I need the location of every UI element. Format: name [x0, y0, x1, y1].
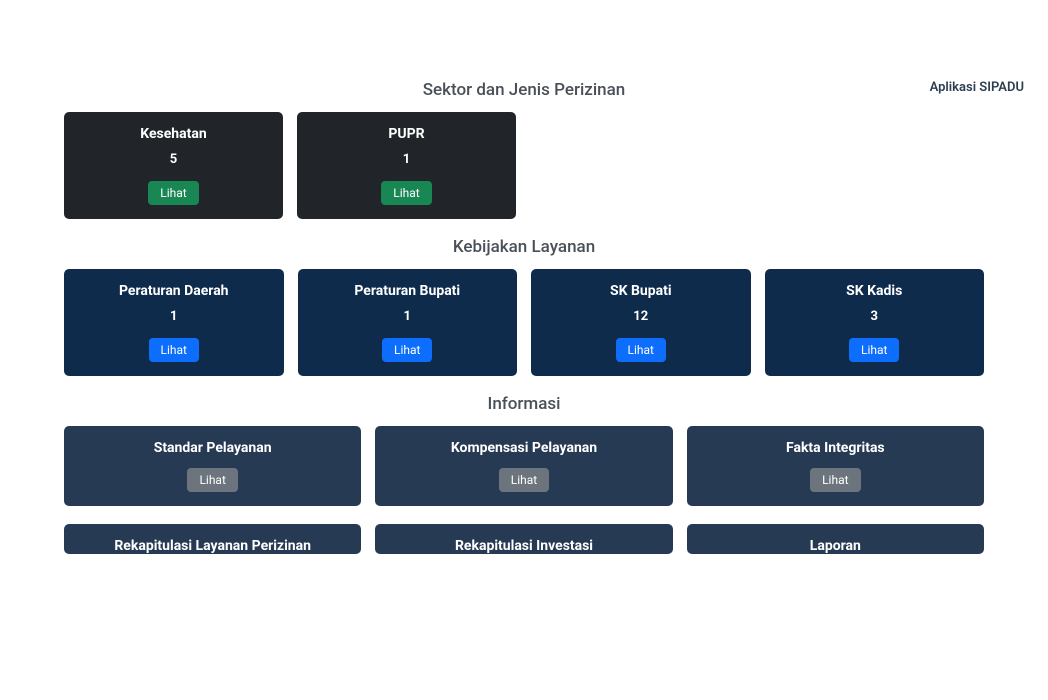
lihat-button[interactable]: Lihat	[149, 338, 199, 362]
card-title: Rekapitulasi Investasi	[387, 538, 660, 554]
card-title: PUPR	[309, 126, 504, 142]
card-kompensasi-pelayanan: Kompensasi Pelayanan Lihat	[375, 426, 672, 506]
card-title: SK Bupati	[543, 283, 739, 299]
card-rekap-perizinan: Rekapitulasi Layanan Perizinan	[64, 524, 361, 554]
card-title: Kompensasi Pelayanan	[387, 440, 660, 456]
card-sk-bupati: SK Bupati 12 Lihat	[531, 269, 751, 376]
sipadu-link[interactable]: Aplikasi SIPADU	[930, 80, 1024, 95]
lihat-button[interactable]: Lihat	[381, 181, 431, 205]
card-count: 1	[76, 309, 272, 324]
card-rekap-investasi: Rekapitulasi Investasi	[375, 524, 672, 554]
main-container: Aplikasi SIPADU Sektor dan Jenis Perizin…	[64, 80, 984, 554]
card-count: 12	[543, 309, 739, 324]
card-count: 1	[309, 152, 504, 167]
card-title: Laporan	[699, 538, 972, 554]
card-count: 3	[777, 309, 973, 324]
section-title-sektor: Sektor dan Jenis Perizinan	[64, 80, 984, 100]
card-title: SK Kadis	[777, 283, 973, 299]
card-peraturan-bupati: Peraturan Bupati 1 Lihat	[298, 269, 518, 376]
card-title: Fakta Integritas	[699, 440, 972, 456]
card-title: Rekapitulasi Layanan Perizinan	[76, 538, 349, 554]
card-kesehatan: Kesehatan 5 Lihat	[64, 112, 283, 219]
card-sk-kadis: SK Kadis 3 Lihat	[765, 269, 985, 376]
lihat-button[interactable]: Lihat	[148, 181, 198, 205]
card-title: Peraturan Daerah	[76, 283, 272, 299]
informasi-row-1: Standar Pelayanan Lihat Kompensasi Pelay…	[64, 426, 984, 506]
lihat-button[interactable]: Lihat	[810, 468, 860, 492]
section-title-kebijakan: Kebijakan Layanan	[64, 237, 984, 257]
lihat-button[interactable]: Lihat	[499, 468, 549, 492]
lihat-button[interactable]: Lihat	[616, 338, 666, 362]
card-count: 5	[76, 152, 271, 167]
kebijakan-row: Peraturan Daerah 1 Lihat Peraturan Bupat…	[64, 269, 984, 376]
section-title-informasi: Informasi	[64, 394, 984, 414]
card-title: Kesehatan	[76, 126, 271, 142]
card-standar-pelayanan: Standar Pelayanan Lihat	[64, 426, 361, 506]
card-title: Standar Pelayanan	[76, 440, 349, 456]
card-fakta-integritas: Fakta Integritas Lihat	[687, 426, 984, 506]
lihat-button[interactable]: Lihat	[849, 338, 899, 362]
card-pupr: PUPR 1 Lihat	[297, 112, 516, 219]
card-title: Peraturan Bupati	[310, 283, 506, 299]
card-count: 1	[310, 309, 506, 324]
lihat-button[interactable]: Lihat	[382, 338, 432, 362]
informasi-row-2: Rekapitulasi Layanan Perizinan Rekapitul…	[64, 524, 984, 554]
card-peraturan-daerah: Peraturan Daerah 1 Lihat	[64, 269, 284, 376]
card-laporan: Laporan	[687, 524, 984, 554]
sektor-row: Kesehatan 5 Lihat PUPR 1 Lihat	[64, 112, 984, 219]
lihat-button[interactable]: Lihat	[187, 468, 237, 492]
